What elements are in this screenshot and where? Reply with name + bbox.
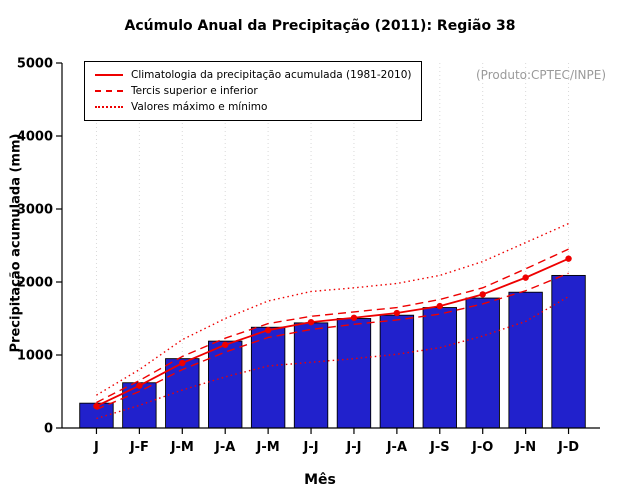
series-marker [522,274,529,281]
y-tick-label: 5000 [17,57,53,72]
legend-item-terciles: Tercis superior e inferior [95,85,411,97]
x-tick-label: J-S [429,440,450,455]
dotted-line-sample [95,106,123,108]
bar [293,322,329,429]
x-tick-label: J-O [471,440,493,455]
bar [122,382,157,429]
bar [551,274,586,429]
series-marker [393,309,401,317]
series-marker [565,255,572,262]
dashed-line-sample [95,90,123,92]
series-marker [264,326,272,334]
source-annotation: (Produto:CPTEC/INPE) [476,68,606,82]
bars [79,274,586,429]
x-tick-label: J-M [170,440,194,455]
y-tick-label: 1000 [17,349,53,364]
series [93,222,572,420]
y-tick-label: 0 [44,422,53,437]
x-tick-label: J-A [386,440,407,455]
bar [336,318,372,429]
x-tick-label: J-F [129,440,149,455]
y-tick-label: 2000 [17,276,53,291]
series-marker [222,341,229,348]
x-tick-label: J-D [557,440,579,455]
series-marker [307,318,315,326]
legend-item-climatology: Climatologia da precipitação acumulada (… [95,69,411,81]
bar [250,326,286,429]
series-line-dashed [96,272,569,411]
series-marker [350,314,358,321]
series-marker [436,302,443,310]
series-marker [179,359,186,367]
y-tick-label: 3000 [17,203,53,218]
x-tick-label: J-N [514,440,536,455]
x-tick-label: J-A [214,440,235,455]
chart-title: Acúmulo Anual da Precipitação (2011): Re… [124,18,516,34]
x-tick-label: J-M [256,440,280,455]
series-line-dashed [96,248,569,404]
x-tick-label: J-J [303,440,319,455]
x-axis-label: Mês [304,472,336,488]
series-marker [93,402,100,410]
bar [208,340,243,429]
legend-label-terciles: Tercis superior e inferior [131,85,258,97]
series-line-dotted [96,222,569,396]
series-line-solid [96,257,569,407]
y-tick-label: 4000 [17,130,53,145]
legend-label-extremes: Valores máximo e mínimo [131,101,268,113]
series-line-dotted [96,295,569,420]
series-marker [136,382,143,389]
solid-line-sample [95,74,123,76]
legend-item-extremes: Valores máximo e mínimo [95,101,411,113]
axes: 0 1000 2000 3000 4000 5000 J J-F J-M J-A J-M J-J J-J… [17,57,600,455]
x-tick-label: J [93,440,99,455]
bar [422,307,457,429]
bar [508,291,543,429]
series-marker [479,291,486,298]
x-tick-label: J-J [345,440,361,455]
bar [465,297,500,429]
bar [379,314,415,429]
legend: Climatologia da precipitação acumulada (… [84,61,423,121]
legend-label-climatology: Climatologia da precipitação acumulada (… [131,69,412,81]
